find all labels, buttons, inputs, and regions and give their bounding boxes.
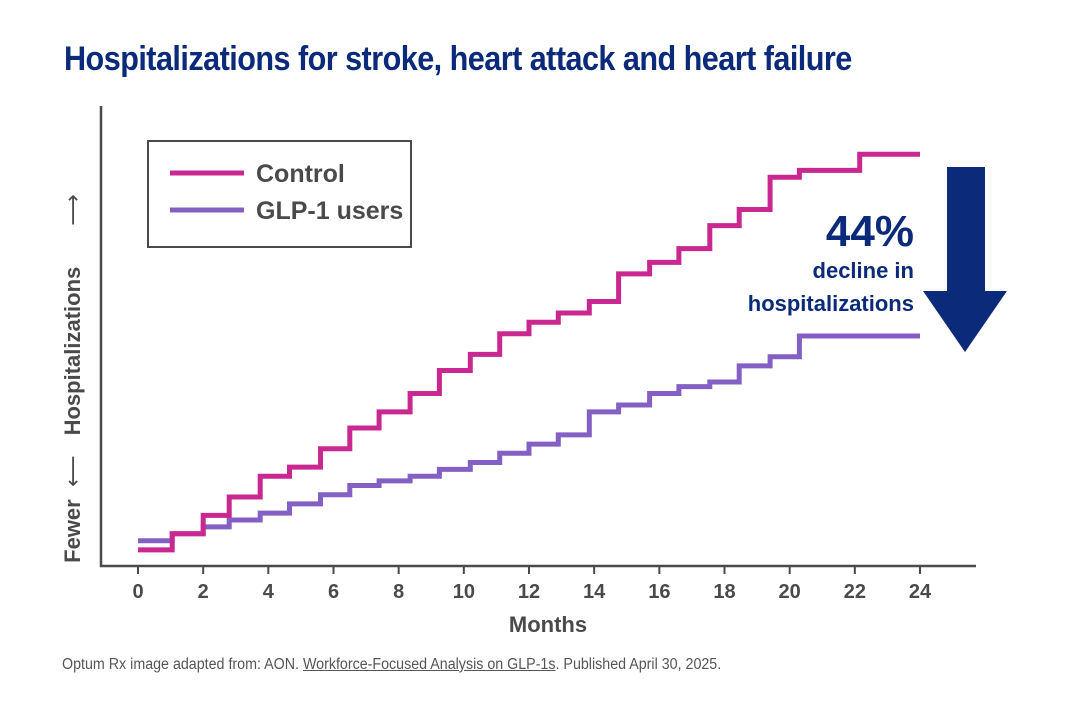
annotation-percent: 44% [826,207,914,256]
axes [99,106,976,568]
source-footnote: Optum Rx image adapted from: AON. Workfo… [62,656,721,674]
y-label-hospitalizations: Hospitalizations [60,267,85,436]
x-tick-label: 16 [648,581,670,603]
x-tick-label: 6 [328,581,339,603]
footnote-suffix: . Published April 30, 2025. [555,656,722,673]
y-label-arrow-down: ⟵ [60,455,85,487]
x-tick-label: 10 [453,581,475,603]
x-tick-label: 18 [713,581,735,603]
x-tick-label: 12 [518,581,540,603]
y-label-fewer: Fewer [60,499,85,563]
legend-label-control: Control [256,160,345,188]
x-tick-label: 20 [779,581,801,603]
source-link[interactable]: Workforce-Focused Analysis on GLP-1s [302,656,556,673]
annotation-line-1: decline in [813,258,914,283]
x-tick-label: 14 [583,581,606,603]
series-line-control [138,151,920,553]
chart-title: Hospitalizations for stroke, heart attac… [64,40,852,78]
y-label-arrow-up: ⟶ [60,194,85,226]
x-tick-label: 22 [844,581,866,603]
legend-label-glp1: GLP-1 users [256,197,403,225]
series-layer [138,151,920,553]
decline-arrow-icon [923,167,1007,352]
svg-text:Fewer ⟵ Hospitaliz: Fewer ⟵ Hospitalizations ⟶ [60,194,85,563]
legend: Control GLP-1 users [147,140,412,248]
y-axis-label: Fewer ⟵ Hospitalizations ⟶ [60,194,85,563]
x-tick-label: 4 [263,581,275,603]
x-axis-title: Months [509,612,587,637]
legend-box [147,140,412,248]
x-tick-label: 8 [393,581,404,603]
x-ticks: 0 2 4 6 8 10 12 14 16 18 20 22 24 [132,566,932,603]
footnote-prefix: Optum Rx image adapted from: AON. [62,656,303,673]
series-line-glp-1-users [138,333,920,544]
x-tick-label: 0 [132,581,143,603]
x-tick-label: 24 [909,581,932,603]
annotation-line-2: hospitalizations [748,291,914,316]
annotation: 44% decline in hospitalizations [748,167,1007,352]
x-tick-label: 2 [198,581,209,603]
